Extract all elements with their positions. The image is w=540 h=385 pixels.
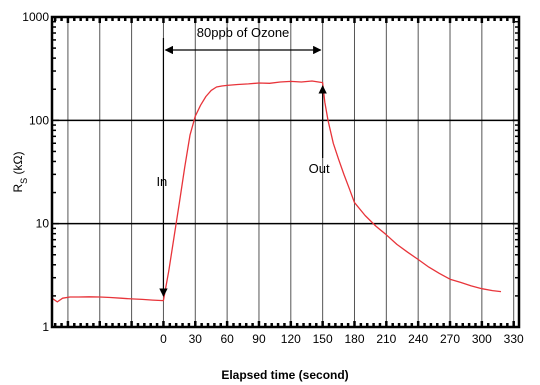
axis-ticks xyxy=(52,17,519,328)
y-tick-label: 100 xyxy=(29,113,49,127)
vertical-grid xyxy=(52,17,519,327)
annotations: 80ppb of Ozone In Out xyxy=(156,25,330,297)
tick-labels: 0 30 60 90 120 150 180 210 240 270 300 330 1 10 100 100… xyxy=(22,10,524,346)
x-tick-label: 150 xyxy=(313,332,333,346)
ozone-span-label: 80ppb of Ozone xyxy=(197,25,290,40)
series-layer xyxy=(51,80,502,303)
plot-frame xyxy=(50,15,521,329)
x-tick-label: 240 xyxy=(408,332,428,346)
y-axis-title-unit: (kΩ) xyxy=(11,152,25,178)
x-tick-label: 270 xyxy=(440,332,460,346)
y-axis-title: RS (kΩ) xyxy=(11,152,29,193)
x-tick-label: 210 xyxy=(376,332,396,346)
in-label: In xyxy=(156,174,167,189)
y-axis-title-main: R xyxy=(11,183,25,192)
x-tick-label: 30 xyxy=(189,332,203,346)
x-tick-label: 120 xyxy=(281,332,301,346)
x-tick-label: 60 xyxy=(220,332,234,346)
x-axis-title: Elapsed time (second) xyxy=(221,368,348,382)
x-tick-label: 90 xyxy=(252,332,266,346)
x-tick-label: 180 xyxy=(344,332,364,346)
y-tick-label: 1 xyxy=(42,320,49,334)
plot-border xyxy=(50,15,521,329)
y-axis-title-sub: S xyxy=(19,178,29,184)
y-tick-label: 1000 xyxy=(22,10,49,24)
series-line xyxy=(51,80,502,303)
y-tick-label: 10 xyxy=(36,217,50,231)
x-tick-label: 0 xyxy=(160,332,167,346)
x-tick-label: 330 xyxy=(504,332,524,346)
out-label: Out xyxy=(309,161,330,176)
x-tick-label: 300 xyxy=(472,332,492,346)
